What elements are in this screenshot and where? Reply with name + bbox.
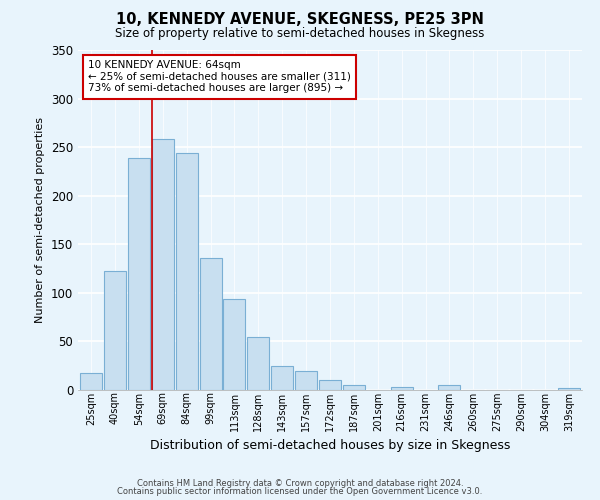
Bar bbox=[247, 336, 269, 390]
Text: 10 KENNEDY AVENUE: 64sqm
← 25% of semi-detached houses are smaller (311)
73% of : 10 KENNEDY AVENUE: 64sqm ← 25% of semi-d… bbox=[88, 60, 351, 94]
Text: Size of property relative to semi-detached houses in Skegness: Size of property relative to semi-detach… bbox=[115, 28, 485, 40]
Bar bbox=[558, 388, 580, 390]
Bar bbox=[104, 270, 126, 390]
Text: Contains public sector information licensed under the Open Government Licence v3: Contains public sector information licen… bbox=[118, 487, 482, 496]
Bar bbox=[319, 380, 341, 390]
Bar bbox=[271, 366, 293, 390]
X-axis label: Distribution of semi-detached houses by size in Skegness: Distribution of semi-detached houses by … bbox=[150, 439, 510, 452]
Bar bbox=[223, 298, 245, 390]
Bar bbox=[391, 387, 413, 390]
Bar bbox=[295, 370, 317, 390]
Bar bbox=[343, 385, 365, 390]
Bar bbox=[200, 258, 221, 390]
Bar bbox=[176, 153, 197, 390]
Bar bbox=[439, 385, 460, 390]
Bar bbox=[152, 140, 174, 390]
Text: 10, KENNEDY AVENUE, SKEGNESS, PE25 3PN: 10, KENNEDY AVENUE, SKEGNESS, PE25 3PN bbox=[116, 12, 484, 28]
Y-axis label: Number of semi-detached properties: Number of semi-detached properties bbox=[35, 117, 46, 323]
Text: Contains HM Land Registry data © Crown copyright and database right 2024.: Contains HM Land Registry data © Crown c… bbox=[137, 478, 463, 488]
Bar bbox=[80, 374, 102, 390]
Bar bbox=[128, 158, 150, 390]
